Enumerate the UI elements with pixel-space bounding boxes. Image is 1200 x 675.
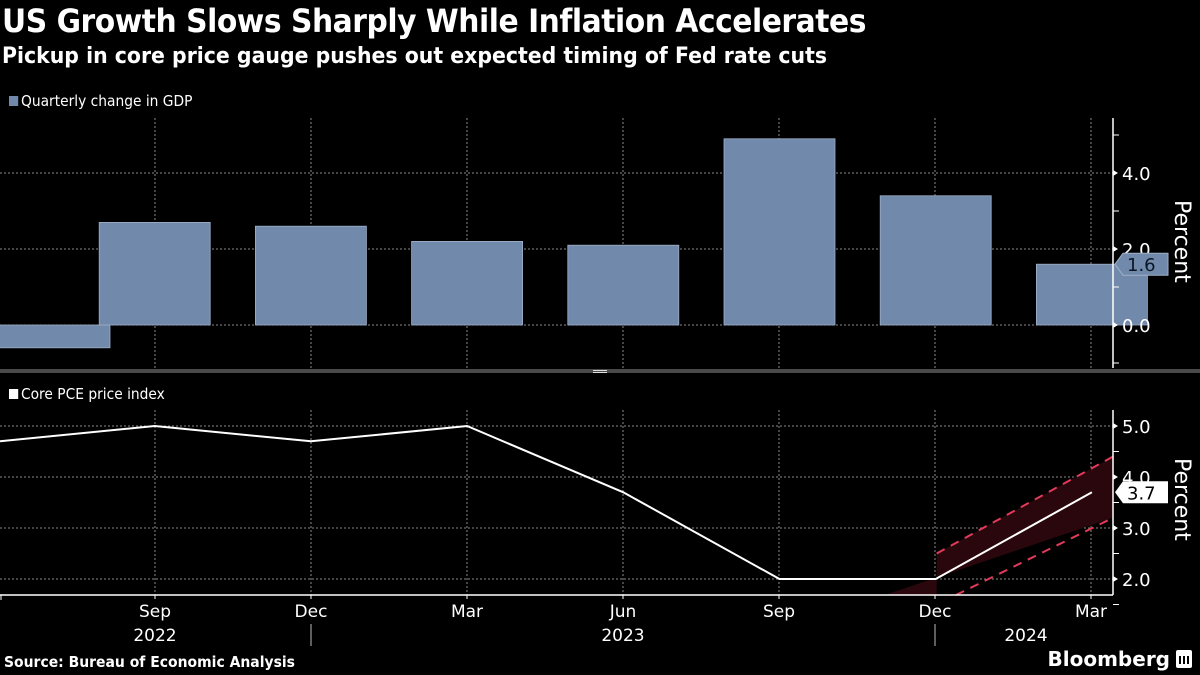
pce-last-value-callout <box>1115 481 1168 504</box>
x-year-label: 2024 <box>1004 626 1047 646</box>
source-note: Source: Bureau of Economic Analysis <box>4 653 295 671</box>
brand-name: Bloomberg <box>1047 647 1170 671</box>
x-month-label: Dec <box>919 602 952 622</box>
gdp-bar <box>254 225 367 326</box>
chart-title: US Growth Slows Sharply While Inflation … <box>2 2 866 40</box>
x-month-label: Mar <box>1075 602 1107 622</box>
legend-swatch-pce <box>9 389 19 399</box>
pce-tick-marker <box>1113 423 1118 429</box>
gdp-y-axis-label: Percent <box>1169 200 1194 283</box>
x-month-label: Sep <box>139 602 171 622</box>
legend-label-pce: Core PCE price index <box>20 385 165 403</box>
x-month-label: Sep <box>763 602 795 622</box>
x-month-label: Jun <box>609 602 637 622</box>
legend-swatch-gdp <box>9 96 19 106</box>
gdp-tick-label: 4.0 <box>1122 164 1151 185</box>
legend-gdp: Quarterly change in GDP <box>9 92 192 110</box>
pce-tick-marker <box>1113 525 1118 531</box>
chart-subtitle: Pickup in core price gauge pushes out ex… <box>2 44 828 69</box>
gdp-tick-marker <box>1113 246 1118 252</box>
gdp-tick-label: 0.0 <box>1122 316 1151 337</box>
pce-tick-label: 3.0 <box>1122 519 1151 540</box>
gdp-last-value-callout <box>1114 252 1169 276</box>
x-year-label: 2022 <box>133 626 176 646</box>
gdp-bar <box>723 138 836 326</box>
pce-tick-label: 2.0 <box>1122 570 1151 591</box>
pce-line <box>0 424 1093 580</box>
gdp-bar <box>567 244 680 326</box>
forecast-band <box>884 456 1113 595</box>
pce-tick-label: 5.0 <box>1122 417 1151 438</box>
x-month-label: Dec <box>295 602 328 622</box>
gdp-bar <box>879 195 992 326</box>
gdp-tick-marker <box>1113 170 1118 176</box>
x-year-label: 2023 <box>601 626 644 646</box>
pce-tick-marker <box>1113 474 1118 480</box>
pce-last-value-label: 3.7 <box>1127 483 1156 504</box>
pce-tick-marker <box>1113 576 1118 582</box>
band-upper-dashed-line <box>936 455 1114 555</box>
band-lower-dashed-line <box>955 516 1114 596</box>
gdp-tick-marker <box>1113 322 1118 328</box>
gdp-bar <box>0 324 111 349</box>
gdp-bar <box>411 240 524 326</box>
legend-label-gdp: Quarterly change in GDP <box>20 92 193 110</box>
bloomberg-chart-icon <box>1176 650 1192 668</box>
brand-logo: Bloomberg <box>1048 647 1192 671</box>
gdp-panel: 0.02.04.01.6 Percent <box>0 118 1194 368</box>
x-month-label: Mar <box>451 602 483 622</box>
gdp-last-value-label: 1.6 <box>1127 255 1156 276</box>
pce-y-axis-label: Percent <box>1169 458 1194 541</box>
legend-pce: Core PCE price index <box>9 385 165 403</box>
gdp-bar <box>98 221 211 326</box>
